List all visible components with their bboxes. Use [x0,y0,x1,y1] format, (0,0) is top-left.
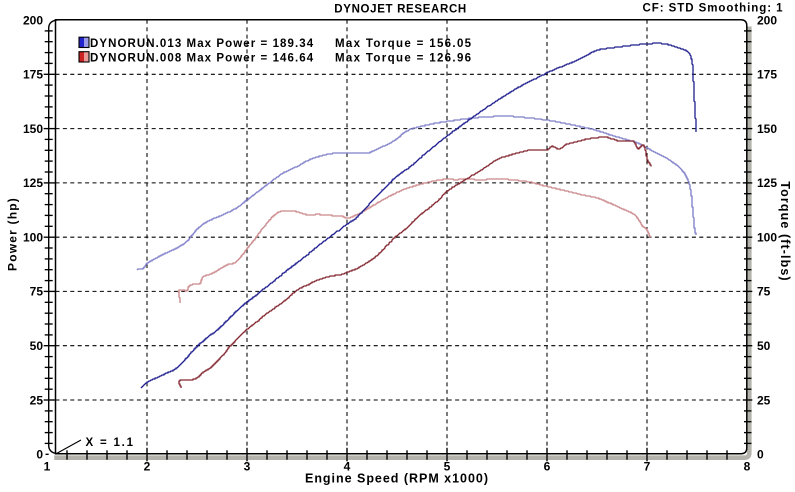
svg-text:50: 50 [757,339,771,353]
svg-text:CF: STD Smoothing: 1: CF: STD Smoothing: 1 [642,3,783,15]
svg-text:Max Torque = 126.96: Max Torque = 126.96 [335,52,472,64]
svg-text:7: 7 [644,460,651,474]
svg-text:3: 3 [244,460,251,474]
svg-text:175: 175 [23,68,43,82]
svg-text:50: 50 [30,339,44,353]
svg-text:0: 0 [757,448,764,462]
svg-text:125: 125 [757,176,777,190]
svg-text:0: 0 [36,448,43,462]
svg-text:Engine Speed (RPM x1000): Engine Speed (RPM x1000) [305,472,489,486]
svg-text:150: 150 [23,122,43,136]
svg-text:25: 25 [30,393,44,407]
svg-text:Torque (ft-lbs): Torque (ft-lbs) [778,181,792,281]
svg-text:6: 6 [544,460,551,474]
svg-text:1: 1 [44,460,51,474]
svg-text:100: 100 [757,231,777,245]
svg-text:25: 25 [757,393,771,407]
svg-text:4: 4 [344,460,351,474]
svg-text:2: 2 [144,460,151,474]
svg-text:Power (hp): Power (hp) [6,197,20,271]
svg-text:200: 200 [757,13,777,27]
svg-text:Max Torque = 156.05: Max Torque = 156.05 [335,38,472,50]
svg-text:125: 125 [23,176,43,190]
svg-text:DYNOJET RESEARCH: DYNOJET RESEARCH [334,4,467,16]
svg-text:X = 1.1: X = 1.1 [86,437,135,449]
svg-text:200: 200 [23,13,43,27]
svg-text:175: 175 [757,68,777,82]
svg-text:150: 150 [757,122,777,136]
svg-text:75: 75 [30,285,44,299]
svg-text:75: 75 [757,285,771,299]
svg-text:DYNORUN.013 Max Power = 189.34: DYNORUN.013 Max Power = 189.34 [90,38,314,50]
svg-text:DYNORUN.008 Max Power = 146.64: DYNORUN.008 Max Power = 146.64 [90,52,314,64]
svg-text:8: 8 [744,460,751,474]
svg-text:5: 5 [444,460,451,474]
svg-text:100: 100 [23,231,43,245]
